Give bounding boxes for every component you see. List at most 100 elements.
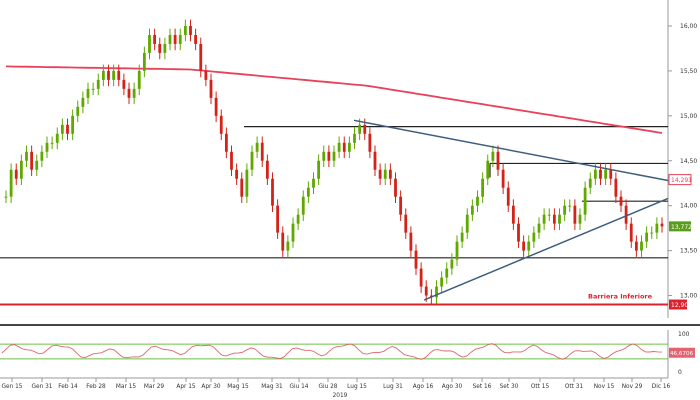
- candle-body: [506, 187, 510, 206]
- candle-body: [455, 241, 459, 260]
- candle-body: [414, 250, 418, 269]
- candle-body: [655, 223, 659, 233]
- candle-body: [25, 151, 28, 161]
- support-value-box: [669, 299, 687, 310]
- candle-body: [583, 187, 587, 215]
- candle-body: [501, 169, 505, 188]
- candle-body: [496, 151, 500, 170]
- candle-body: [547, 214, 551, 216]
- candle-body: [260, 142, 264, 161]
- y-tick-label: 15,00: [680, 113, 697, 120]
- y-tick-label: 16,00: [680, 23, 697, 30]
- candle-body: [76, 106, 80, 116]
- candle-body: [117, 70, 121, 80]
- candle-body: [619, 196, 623, 206]
- candle-body: [435, 286, 438, 298]
- last-price-box: [669, 221, 691, 232]
- rsi-tick-label: 100: [678, 331, 690, 338]
- x-tick-label: Feb 14: [58, 384, 78, 390]
- candle-body: [255, 142, 259, 152]
- support-value-label: 12,90: [671, 302, 688, 309]
- candle-body: [235, 169, 239, 179]
- candle-body: [19, 160, 23, 179]
- candle-body: [563, 205, 567, 215]
- candle-body: [624, 205, 628, 224]
- x-tick-label: Mar 29: [144, 384, 164, 390]
- candle-body: [35, 160, 39, 170]
- candle-body: [122, 79, 126, 89]
- candle-body: [214, 97, 218, 116]
- candle-body: [517, 223, 520, 242]
- candle-body: [440, 277, 444, 287]
- rsi-line: [1, 343, 663, 360]
- candle-body: [183, 25, 187, 35]
- candle-body: [450, 259, 454, 269]
- candle-body: [204, 70, 208, 80]
- candle-body: [132, 88, 136, 98]
- candle-body: [614, 178, 618, 197]
- candle-body: [271, 178, 274, 206]
- x-tick-label: Lug 15: [347, 384, 367, 390]
- candle-body: [609, 169, 613, 179]
- rsi-tick-label: 0: [678, 369, 682, 376]
- candle-body: [276, 205, 280, 233]
- candle-body: [153, 34, 157, 44]
- candle-body: [337, 142, 341, 152]
- candle-body: [588, 178, 592, 188]
- candle-body: [71, 115, 75, 134]
- candle-body: [599, 169, 602, 179]
- rsi-value-box: [669, 347, 695, 358]
- candle-body: [173, 34, 177, 44]
- x-tick-label: Giu 28: [319, 384, 338, 390]
- x-tick-label: Ott 31: [565, 384, 584, 390]
- candle-body: [240, 178, 244, 197]
- candle-body: [189, 25, 192, 35]
- candle-body: [470, 205, 474, 215]
- candle-body: [532, 232, 536, 242]
- y-tick-label: 13,00: [680, 293, 697, 300]
- candle-body: [317, 160, 321, 179]
- candle-body: [55, 133, 59, 143]
- x-year-label: 2019: [333, 393, 348, 399]
- candle-body: [91, 88, 95, 90]
- candle-body: [327, 151, 331, 161]
- x-tick-label: Set 30: [500, 384, 519, 390]
- y-tick-label: 14,50: [680, 158, 697, 165]
- candle-body: [301, 196, 305, 215]
- candle-body: [368, 133, 372, 152]
- candle-body: [107, 70, 110, 80]
- candle-body: [660, 223, 664, 227]
- x-tick-label: Set 16: [473, 384, 492, 390]
- y-tick-label: 13,50: [680, 248, 697, 255]
- candle-body: [404, 214, 408, 233]
- x-tick-label: Gen 15: [2, 384, 23, 390]
- candle-body: [127, 88, 131, 98]
- x-tick-label: Lug 31: [383, 384, 403, 390]
- candle-body: [573, 205, 577, 224]
- x-tick-label: Nov 15: [594, 384, 615, 390]
- candle-body: [281, 232, 285, 251]
- x-tick-label: Ott 15: [531, 384, 550, 390]
- candle-body: [363, 124, 367, 134]
- ma-value-label: 14,291: [671, 177, 692, 184]
- x-tick-label: Giu 14: [290, 384, 309, 390]
- candle-body: [101, 70, 105, 80]
- candle-body: [383, 169, 387, 179]
- candle-body: [342, 142, 346, 152]
- candle-body: [50, 142, 54, 144]
- candle-body: [312, 178, 315, 188]
- y-tick-label: 14,00: [680, 203, 697, 210]
- candle-body: [353, 133, 356, 143]
- candle-body: [96, 79, 100, 89]
- candle-body: [347, 142, 351, 152]
- candle-body: [460, 232, 464, 242]
- candle-body: [199, 43, 203, 71]
- candle-body: [306, 187, 310, 197]
- x-tick-label: Mag 31: [261, 384, 283, 390]
- candle-body: [148, 34, 151, 53]
- candle-body: [178, 34, 182, 44]
- candle-body: [645, 232, 649, 242]
- candle-body: [511, 205, 515, 224]
- candle-body: [194, 34, 198, 44]
